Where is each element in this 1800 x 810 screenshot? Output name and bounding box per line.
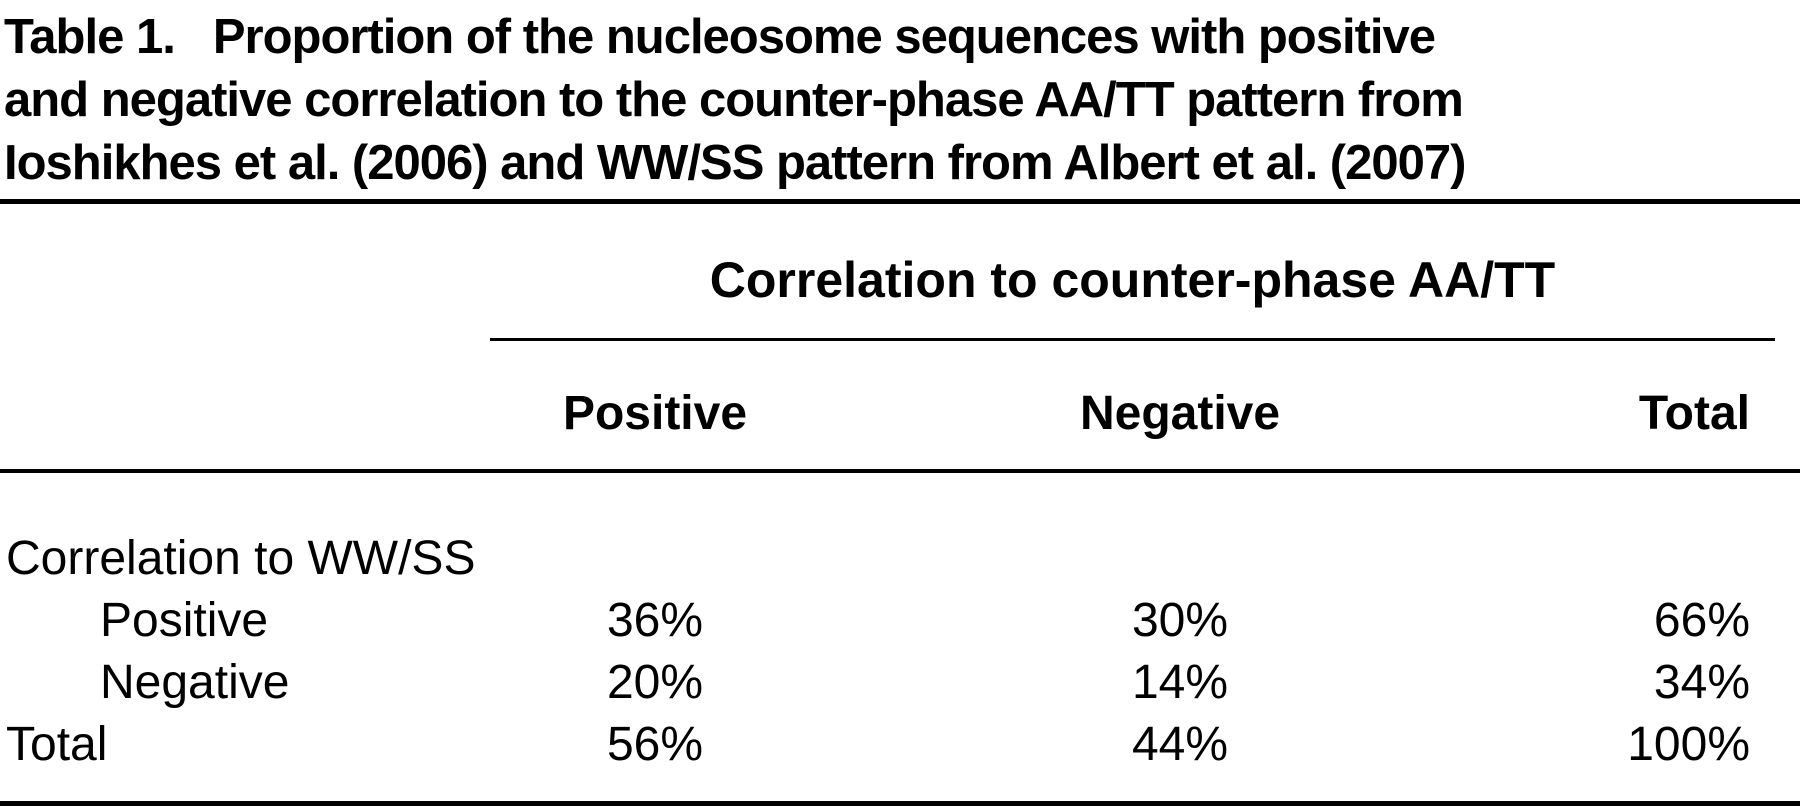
cell-total: 66% xyxy=(1653,594,1750,647)
caption-line-3: Ioshikhes et al. (2006) and WW/SS patter… xyxy=(4,132,1796,195)
spanner-header: Correlation to counter-phase AA/TT xyxy=(490,204,1775,341)
spanner-header-row: Correlation to counter-phase AA/TT xyxy=(0,204,1800,341)
caption-label: Table 1. xyxy=(4,10,176,64)
cell-total: 34% xyxy=(1653,656,1750,709)
row-group-label: Correlation to WW/SS xyxy=(6,532,476,585)
row-label: Total xyxy=(6,718,108,771)
header-rule xyxy=(0,469,1800,473)
table-row: Total 56% 44% 100% xyxy=(0,714,1800,776)
caption-text-2: and negative correlation to the counter-… xyxy=(4,73,1464,127)
cell-positive: 36% xyxy=(606,594,704,647)
cell-negative: 14% xyxy=(1131,656,1229,709)
column-header-negative: Negative xyxy=(1079,387,1281,440)
column-header-positive: Positive xyxy=(562,387,748,440)
cell-positive: 20% xyxy=(606,656,704,709)
table-caption: Table 1. Proportion of the nucleosome seq… xyxy=(0,0,1800,195)
top-rule xyxy=(0,199,1800,204)
bottom-rule xyxy=(0,801,1800,806)
cell-positive: 56% xyxy=(606,718,704,771)
table-row: Negative 20% 14% 34% xyxy=(0,652,1800,714)
caption-text-1: Proportion of the nucleosome sequences w… xyxy=(212,10,1436,64)
column-header-row: Positive Negative Total xyxy=(0,341,1800,469)
caption-line-2: and negative correlation to the counter-… xyxy=(4,69,1796,132)
cell-negative: 30% xyxy=(1131,594,1229,647)
spanner-spacer xyxy=(0,204,490,341)
row-label: Negative xyxy=(100,656,290,709)
caption-text-3: Ioshikhes et al. (2006) and WW/SS patter… xyxy=(4,136,1466,190)
cell-negative: 44% xyxy=(1131,718,1229,771)
cell-total: 100% xyxy=(1627,718,1750,771)
column-header-total: Total xyxy=(1638,387,1750,440)
table-body: Correlation to WW/SS Positive 36% 30% 66… xyxy=(0,473,1800,776)
stub-header-cell xyxy=(0,389,490,439)
row-label: Positive xyxy=(100,594,269,647)
table-row: Positive 36% 30% 66% xyxy=(0,590,1800,652)
caption-line-1: Table 1. Proportion of the nucleosome seq… xyxy=(4,6,1796,69)
